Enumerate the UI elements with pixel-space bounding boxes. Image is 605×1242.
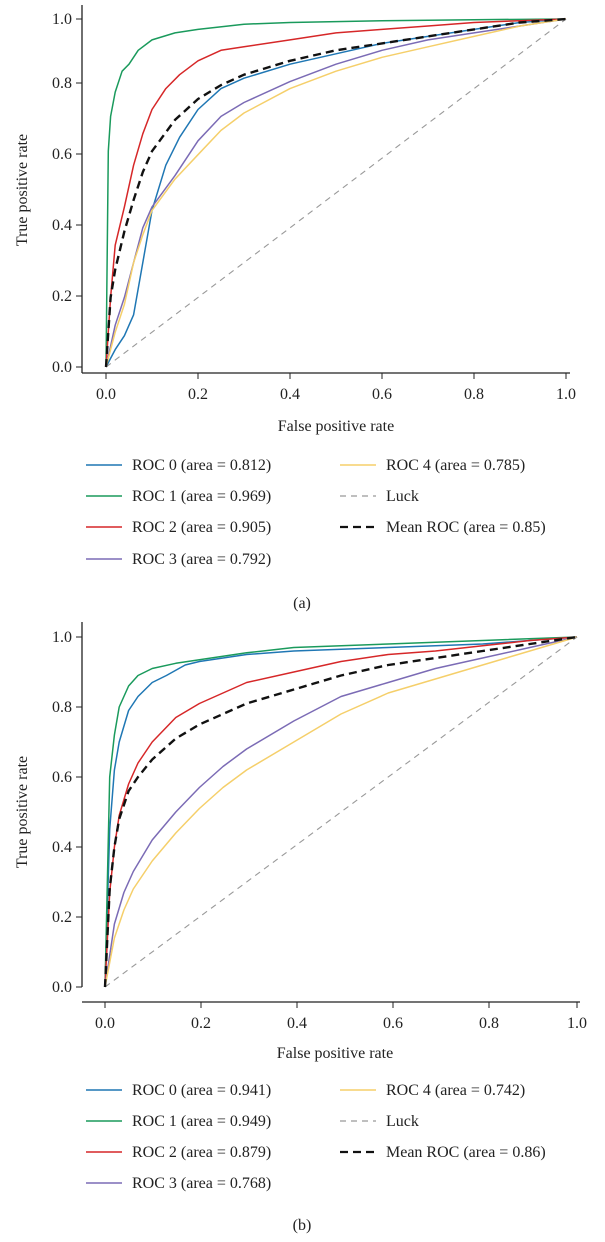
legend-item: ROC 1 (area = 0.949) [86, 1113, 271, 1130]
y-tick-label: 1.0 [52, 11, 72, 28]
legend-item: ROC 0 (area = 0.941) [86, 1082, 271, 1099]
y-tick-label: 1.0 [52, 629, 72, 646]
x-axis: 0.0 0.2 0.4 0.6 0.8 1.0 False positive r… [82, 372, 576, 435]
y-tick-label: 0.4 [52, 839, 72, 856]
legend-label: ROC 2 (area = 0.879) [132, 1144, 271, 1161]
x-tick-label: 1.0 [556, 386, 576, 403]
legend-item: Mean ROC (area = 0.86) [340, 1144, 546, 1161]
legend: ROC 0 (area = 0.812) ROC 1 (area = 0.969… [86, 457, 546, 568]
x-tick-label: 0.6 [372, 386, 392, 403]
roc-panel-a: 0.0 0.2 0.4 0.6 0.8 1.0 True positive ra… [14, 5, 576, 612]
x-axis: 0.0 0.2 0.4 0.6 0.8 1.0 False positive r… [82, 1001, 587, 1062]
legend-label: ROC 3 (area = 0.792) [132, 551, 271, 568]
roc-line [105, 18, 567, 368]
legend-item: Luck [340, 488, 419, 505]
legend-item: ROC 2 (area = 0.905) [86, 519, 271, 536]
legend-label: ROC 1 (area = 0.969) [132, 488, 271, 505]
y-axis: 0.0 0.2 0.4 0.6 0.8 1.0 True positive ra… [14, 5, 83, 376]
y-tick-label: 0.6 [52, 146, 72, 163]
legend-label: Luck [386, 1113, 419, 1130]
y-axis-label: True positive rate [14, 134, 31, 246]
x-axis-label: False positive rate [277, 1045, 393, 1062]
legend-item: ROC 3 (area = 0.792) [86, 551, 271, 568]
legend-item: ROC 3 (area = 0.768) [86, 1175, 271, 1192]
legend-label: ROC 4 (area = 0.785) [386, 457, 525, 474]
y-tick-label: 0.8 [52, 75, 72, 92]
roc-line [104, 636, 578, 988]
legend-label: ROC 0 (area = 0.812) [132, 457, 271, 474]
roc-line [104, 636, 578, 988]
y-tick-label: 0.2 [52, 909, 72, 926]
panel-caption: (a) [293, 595, 311, 612]
x-tick-label: 0.4 [287, 1015, 307, 1032]
roc-line [105, 18, 567, 368]
x-tick-label: 0.8 [464, 386, 484, 403]
mean-roc-line [104, 17, 567, 368]
x-tick-label: 0.4 [280, 386, 300, 403]
y-axis: 0.0 0.2 0.4 0.6 0.8 1.0 True positive ra… [14, 622, 83, 996]
y-tick-label: 0.2 [52, 288, 72, 305]
legend-item: Mean ROC (area = 0.85) [340, 519, 546, 536]
legend-label: ROC 2 (area = 0.905) [132, 519, 271, 536]
legend-label: ROC 0 (area = 0.941) [132, 1082, 271, 1099]
legend-item: ROC 1 (area = 0.969) [86, 488, 271, 505]
legend-item: ROC 4 (area = 0.742) [340, 1082, 525, 1099]
series-layer [103, 635, 578, 988]
y-tick-label: 0.4 [52, 217, 72, 234]
legend-label: ROC 1 (area = 0.949) [132, 1113, 271, 1130]
legend-label: ROC 4 (area = 0.742) [386, 1082, 525, 1099]
mean-roc-line [103, 635, 578, 988]
legend-label: ROC 3 (area = 0.768) [132, 1175, 271, 1192]
roc-line [105, 18, 567, 368]
roc-panel-b: 0.0 0.2 0.4 0.6 0.8 1.0 True positive ra… [14, 622, 587, 1234]
roc-line [104, 636, 578, 988]
x-tick-label: 0.6 [383, 1015, 403, 1032]
x-tick-label: 0.2 [188, 386, 208, 403]
legend-item: ROC 0 (area = 0.812) [86, 457, 271, 474]
legend-item: ROC 4 (area = 0.785) [340, 457, 525, 474]
y-tick-label: 0.8 [52, 699, 72, 716]
luck-line [104, 636, 578, 988]
legend-item: Luck [340, 1113, 419, 1130]
y-tick-label: 0.6 [52, 769, 72, 786]
x-tick-label: 0.0 [95, 1015, 115, 1032]
legend: ROC 0 (area = 0.941) ROC 1 (area = 0.949… [86, 1082, 546, 1192]
x-tick-label: 0.0 [96, 386, 116, 403]
x-tick-label: 0.2 [191, 1015, 211, 1032]
roc-line [104, 636, 578, 988]
legend-label: Luck [386, 488, 419, 505]
legend-label: Mean ROC (area = 0.86) [386, 1144, 546, 1161]
luck-line [105, 18, 567, 368]
x-tick-label: 1.0 [567, 1015, 587, 1032]
x-tick-label: 0.8 [479, 1015, 499, 1032]
y-tick-label: 0.0 [52, 359, 72, 376]
y-axis-label: True positive rate [14, 756, 31, 868]
y-tick-label: 0.0 [52, 979, 72, 996]
series-layer [104, 17, 567, 368]
legend-item: ROC 2 (area = 0.879) [86, 1144, 271, 1161]
legend-label: Mean ROC (area = 0.85) [386, 519, 546, 536]
panel-caption: (b) [293, 1217, 312, 1234]
roc-line [104, 636, 578, 988]
x-axis-label: False positive rate [278, 418, 394, 435]
